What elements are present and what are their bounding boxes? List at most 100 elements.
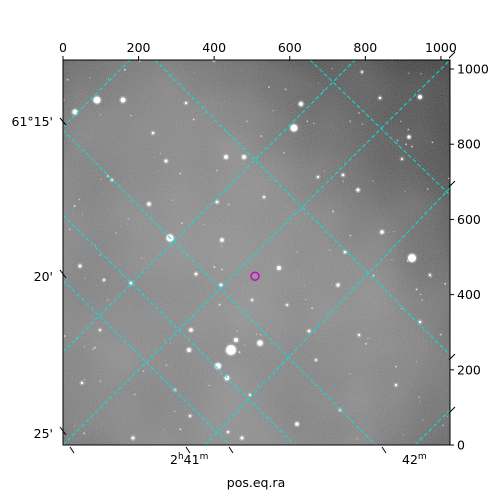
grid-line bbox=[63, 60, 131, 128]
faint-star bbox=[66, 78, 69, 81]
faint-star bbox=[123, 68, 126, 71]
faint-star bbox=[99, 254, 101, 256]
faint-star bbox=[408, 72, 410, 75]
star bbox=[111, 179, 113, 181]
star bbox=[357, 333, 361, 337]
dec-label-20: 20' bbox=[34, 269, 53, 284]
faint-star bbox=[190, 220, 192, 222]
star bbox=[234, 338, 238, 342]
ra-label-41: 2h41m bbox=[170, 452, 208, 467]
faint-star bbox=[371, 180, 374, 183]
faint-star bbox=[175, 120, 177, 122]
faint-star bbox=[323, 170, 325, 172]
faint-star bbox=[218, 303, 221, 306]
faint-star bbox=[404, 190, 406, 192]
star bbox=[242, 155, 246, 159]
faint-star bbox=[419, 401, 421, 403]
top-tick-label: 600 bbox=[278, 40, 302, 55]
faint-star bbox=[257, 384, 259, 387]
faint-star bbox=[396, 139, 399, 142]
star bbox=[224, 155, 228, 159]
faint-star bbox=[220, 373, 222, 375]
star bbox=[147, 202, 151, 206]
star bbox=[220, 238, 224, 242]
faint-star bbox=[317, 82, 319, 84]
grid-line bbox=[63, 129, 377, 445]
faint-star bbox=[322, 89, 325, 92]
dec-label-25: 25' bbox=[34, 426, 53, 441]
plot-frame bbox=[62, 59, 451, 446]
right-tick-label: 200 bbox=[457, 362, 481, 377]
star bbox=[380, 230, 384, 234]
star bbox=[316, 175, 320, 179]
faint-star bbox=[410, 145, 413, 148]
star-glow bbox=[211, 60, 217, 63]
faint-star bbox=[192, 118, 195, 121]
faint-star bbox=[356, 438, 358, 440]
faint-star bbox=[84, 378, 86, 381]
faint-star bbox=[220, 245, 223, 247]
faint-star bbox=[163, 429, 165, 431]
faint-star bbox=[328, 249, 331, 252]
star bbox=[298, 101, 304, 107]
faint-star bbox=[83, 432, 85, 435]
star bbox=[290, 124, 298, 132]
top-tick-label: 0 bbox=[59, 40, 67, 55]
faint-star bbox=[416, 361, 418, 363]
faint-star bbox=[153, 156, 155, 158]
faint-star bbox=[259, 333, 262, 336]
star bbox=[93, 96, 101, 104]
faint-star bbox=[342, 180, 345, 182]
target-marker bbox=[250, 271, 260, 281]
faint-star bbox=[221, 268, 223, 271]
coordinate-grid bbox=[63, 60, 450, 445]
faint-star bbox=[332, 210, 335, 213]
faint-star bbox=[395, 365, 398, 368]
faint-star bbox=[227, 203, 230, 206]
star bbox=[151, 131, 155, 135]
faint-star bbox=[391, 60, 393, 62]
faint-star bbox=[99, 380, 102, 383]
faint-star bbox=[141, 257, 143, 259]
grid-line bbox=[63, 279, 231, 445]
star bbox=[407, 135, 411, 139]
star bbox=[356, 188, 360, 192]
star bbox=[129, 281, 133, 285]
faint-star bbox=[100, 178, 102, 181]
dec-label-15: 61°15' bbox=[12, 114, 54, 129]
faint-star bbox=[391, 258, 393, 261]
star bbox=[394, 383, 398, 387]
faint-star bbox=[426, 188, 429, 190]
star bbox=[164, 159, 168, 163]
star bbox=[194, 272, 198, 276]
star bbox=[418, 95, 422, 99]
faint-star bbox=[448, 177, 450, 180]
faint-star bbox=[399, 120, 402, 123]
faint-star bbox=[349, 234, 352, 237]
faint-star bbox=[268, 86, 270, 89]
star bbox=[188, 414, 192, 418]
star bbox=[187, 348, 191, 352]
right-pixel-axis: 0 200 400 600 800 1000 bbox=[450, 62, 489, 453]
right-tick-label: 1000 bbox=[457, 62, 489, 77]
star bbox=[226, 430, 230, 434]
faint-star bbox=[213, 265, 216, 269]
faint-star bbox=[179, 172, 182, 175]
faint-star bbox=[313, 122, 315, 124]
faint-star bbox=[361, 123, 364, 126]
faint-star bbox=[431, 141, 434, 144]
star bbox=[72, 109, 78, 115]
faint-star bbox=[367, 337, 369, 339]
star bbox=[341, 173, 345, 177]
faint-star bbox=[349, 120, 352, 123]
star bbox=[80, 381, 84, 385]
faint-star bbox=[393, 230, 395, 233]
faint-star bbox=[404, 143, 408, 146]
star bbox=[120, 97, 126, 103]
faint-star bbox=[203, 224, 205, 226]
faint-star bbox=[297, 271, 299, 273]
faint-star bbox=[420, 73, 422, 75]
faint-star bbox=[349, 373, 351, 375]
right-tick-label: 800 bbox=[457, 137, 481, 152]
